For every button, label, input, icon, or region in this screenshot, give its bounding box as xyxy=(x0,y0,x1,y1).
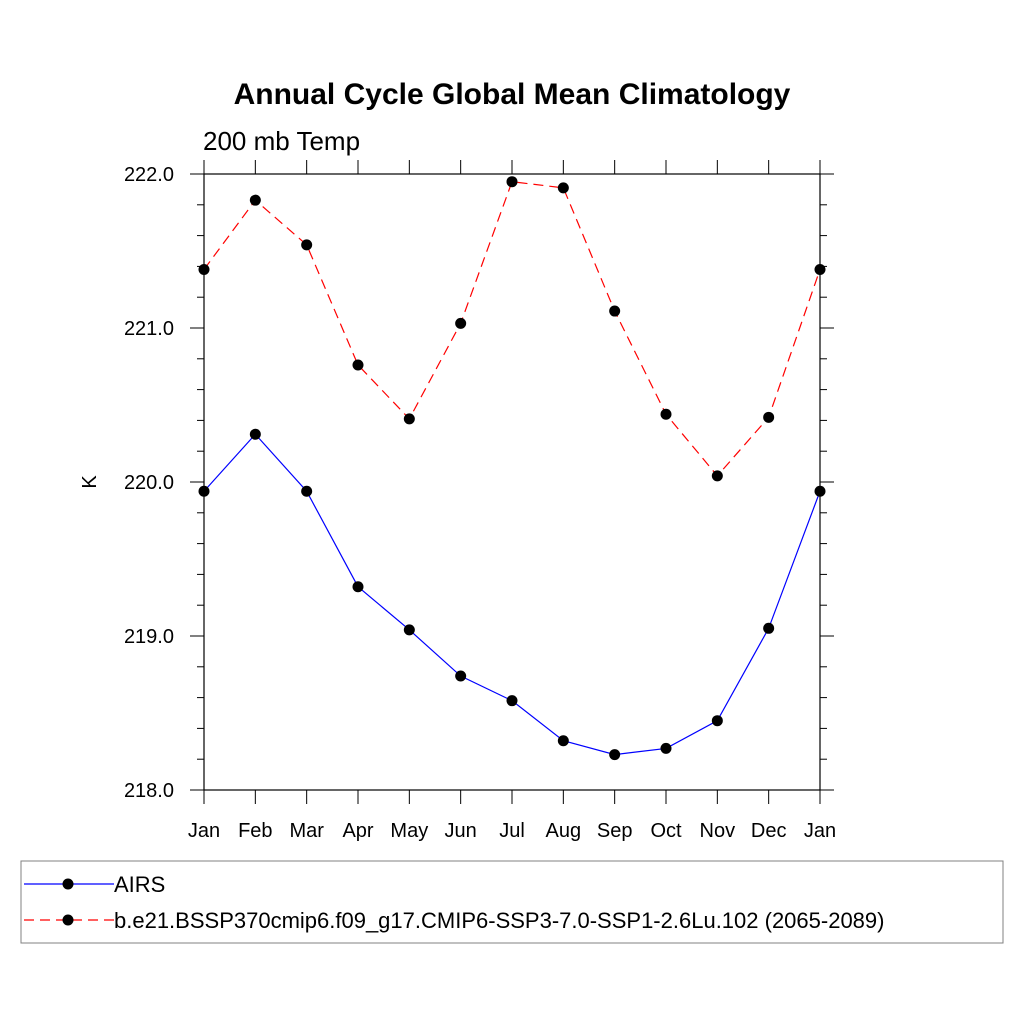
series-line-model xyxy=(203,181,821,477)
x-tick-label: Jun xyxy=(445,820,477,842)
y-tick-label: 222.0 xyxy=(124,164,174,186)
x-tick-label: Oct xyxy=(650,820,682,842)
chart-subtitle: 200 mb Temp xyxy=(203,126,360,156)
data-point xyxy=(660,408,672,420)
y-axis-label: K xyxy=(79,475,101,489)
x-tick-label: Feb xyxy=(238,820,272,842)
x-tick-label: Jan xyxy=(188,820,220,842)
legend-label-airs: AIRS xyxy=(114,872,165,897)
y-tick-label: 218.0 xyxy=(124,780,174,802)
data-point xyxy=(763,411,775,423)
y-tick-label: 219.0 xyxy=(124,626,174,648)
legend: AIRS b.e21.BSSP370cmip6.f09_g17.CMIP6-SS… xyxy=(20,860,1004,944)
x-tick-label: Jul xyxy=(499,820,525,842)
data-point xyxy=(711,715,723,727)
data-point xyxy=(506,176,518,188)
legend-marker-model xyxy=(62,914,74,926)
data-point xyxy=(301,239,313,251)
y-tick-label: 221.0 xyxy=(124,318,174,340)
data-point xyxy=(352,359,364,371)
y-tick-label: 220.0 xyxy=(124,472,174,494)
x-tick-label: Apr xyxy=(342,820,373,842)
data-point xyxy=(249,428,261,440)
data-point xyxy=(557,735,569,747)
data-point xyxy=(455,670,467,682)
data-point xyxy=(455,317,467,329)
x-tick-label: Jan xyxy=(804,820,836,842)
data-point xyxy=(403,624,415,636)
data-point xyxy=(352,581,364,593)
data-point xyxy=(814,485,826,497)
axes: 218.0 219.0 220.0 221.0 222.0 Jan Feb Mar Apr May… xyxy=(124,160,836,842)
x-tick-label: Dec xyxy=(751,820,787,842)
data-point xyxy=(609,749,621,761)
data-point xyxy=(660,742,672,754)
data-point xyxy=(506,695,518,707)
x-tick-label: Aug xyxy=(546,820,582,842)
x-tick-label: Mar xyxy=(289,820,324,842)
x-tick-label: May xyxy=(390,820,428,842)
legend-marker-airs xyxy=(62,878,74,890)
data-point xyxy=(301,485,313,497)
series-line-airs xyxy=(203,433,821,756)
data-point xyxy=(403,413,415,425)
series-group xyxy=(198,176,826,761)
legend-box xyxy=(20,860,1004,944)
data-point xyxy=(763,622,775,634)
data-point xyxy=(198,263,210,275)
chart-title: Annual Cycle Global Mean Climatology xyxy=(234,78,791,111)
data-point xyxy=(198,485,210,497)
legend-label-model: b.e21.BSSP370cmip6.f09_g17.CMIP6-SSP3-7.… xyxy=(114,908,884,933)
data-point xyxy=(711,470,723,482)
x-tick-label: Sep xyxy=(597,820,633,842)
data-point xyxy=(609,305,621,317)
x-tick-label: Nov xyxy=(700,820,736,842)
data-point xyxy=(814,263,826,275)
data-point xyxy=(557,182,569,194)
data-point xyxy=(249,194,261,206)
